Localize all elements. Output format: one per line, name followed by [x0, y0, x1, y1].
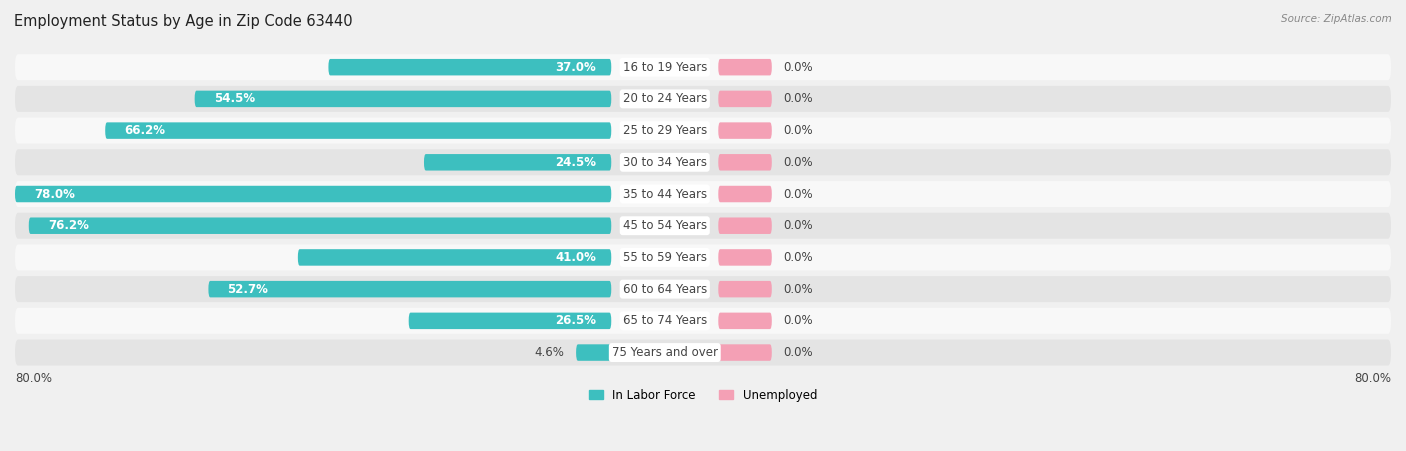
FancyBboxPatch shape: [15, 86, 1391, 112]
Text: 25 to 29 Years: 25 to 29 Years: [623, 124, 707, 137]
Text: Source: ZipAtlas.com: Source: ZipAtlas.com: [1281, 14, 1392, 23]
Text: 80.0%: 80.0%: [1354, 372, 1391, 385]
Text: 0.0%: 0.0%: [783, 346, 813, 359]
Text: Employment Status by Age in Zip Code 63440: Employment Status by Age in Zip Code 634…: [14, 14, 353, 28]
Text: 0.0%: 0.0%: [783, 92, 813, 106]
Text: 80.0%: 80.0%: [15, 372, 52, 385]
Text: 0.0%: 0.0%: [783, 283, 813, 296]
FancyBboxPatch shape: [15, 276, 1391, 302]
Text: 0.0%: 0.0%: [783, 61, 813, 74]
FancyBboxPatch shape: [28, 217, 612, 234]
Text: 60 to 64 Years: 60 to 64 Years: [623, 283, 707, 296]
FancyBboxPatch shape: [194, 91, 612, 107]
Text: 55 to 59 Years: 55 to 59 Years: [623, 251, 707, 264]
FancyBboxPatch shape: [15, 181, 1391, 207]
FancyBboxPatch shape: [718, 344, 772, 361]
FancyBboxPatch shape: [718, 217, 772, 234]
Text: 0.0%: 0.0%: [783, 251, 813, 264]
Text: 30 to 34 Years: 30 to 34 Years: [623, 156, 707, 169]
FancyBboxPatch shape: [718, 249, 772, 266]
Text: 0.0%: 0.0%: [783, 156, 813, 169]
Text: 66.2%: 66.2%: [124, 124, 166, 137]
Text: 24.5%: 24.5%: [555, 156, 596, 169]
Text: 78.0%: 78.0%: [34, 188, 75, 201]
Text: 16 to 19 Years: 16 to 19 Years: [623, 61, 707, 74]
Text: 0.0%: 0.0%: [783, 314, 813, 327]
FancyBboxPatch shape: [15, 118, 1391, 143]
FancyBboxPatch shape: [298, 249, 612, 266]
Text: 76.2%: 76.2%: [48, 219, 89, 232]
FancyBboxPatch shape: [15, 213, 1391, 239]
Legend: In Labor Force, Unemployed: In Labor Force, Unemployed: [583, 384, 823, 406]
Text: 75 Years and over: 75 Years and over: [612, 346, 718, 359]
Text: 20 to 24 Years: 20 to 24 Years: [623, 92, 707, 106]
FancyBboxPatch shape: [718, 91, 772, 107]
Text: 41.0%: 41.0%: [555, 251, 596, 264]
Text: 65 to 74 Years: 65 to 74 Years: [623, 314, 707, 327]
FancyBboxPatch shape: [15, 244, 1391, 271]
FancyBboxPatch shape: [718, 122, 772, 139]
FancyBboxPatch shape: [409, 313, 612, 329]
Text: 45 to 54 Years: 45 to 54 Years: [623, 219, 707, 232]
FancyBboxPatch shape: [718, 313, 772, 329]
FancyBboxPatch shape: [15, 340, 1391, 366]
FancyBboxPatch shape: [718, 281, 772, 297]
Text: 4.6%: 4.6%: [534, 346, 565, 359]
FancyBboxPatch shape: [15, 308, 1391, 334]
Text: 35 to 44 Years: 35 to 44 Years: [623, 188, 707, 201]
Text: 0.0%: 0.0%: [783, 124, 813, 137]
FancyBboxPatch shape: [718, 59, 772, 75]
FancyBboxPatch shape: [329, 59, 612, 75]
FancyBboxPatch shape: [15, 149, 1391, 175]
FancyBboxPatch shape: [105, 122, 612, 139]
FancyBboxPatch shape: [718, 186, 772, 202]
Text: 52.7%: 52.7%: [228, 283, 269, 296]
FancyBboxPatch shape: [15, 54, 1391, 80]
FancyBboxPatch shape: [208, 281, 612, 297]
Text: 37.0%: 37.0%: [555, 61, 596, 74]
Text: 0.0%: 0.0%: [783, 219, 813, 232]
Text: 0.0%: 0.0%: [783, 188, 813, 201]
Text: 26.5%: 26.5%: [555, 314, 596, 327]
FancyBboxPatch shape: [425, 154, 612, 170]
FancyBboxPatch shape: [718, 154, 772, 170]
FancyBboxPatch shape: [576, 344, 612, 361]
FancyBboxPatch shape: [15, 186, 612, 202]
Text: 54.5%: 54.5%: [214, 92, 254, 106]
